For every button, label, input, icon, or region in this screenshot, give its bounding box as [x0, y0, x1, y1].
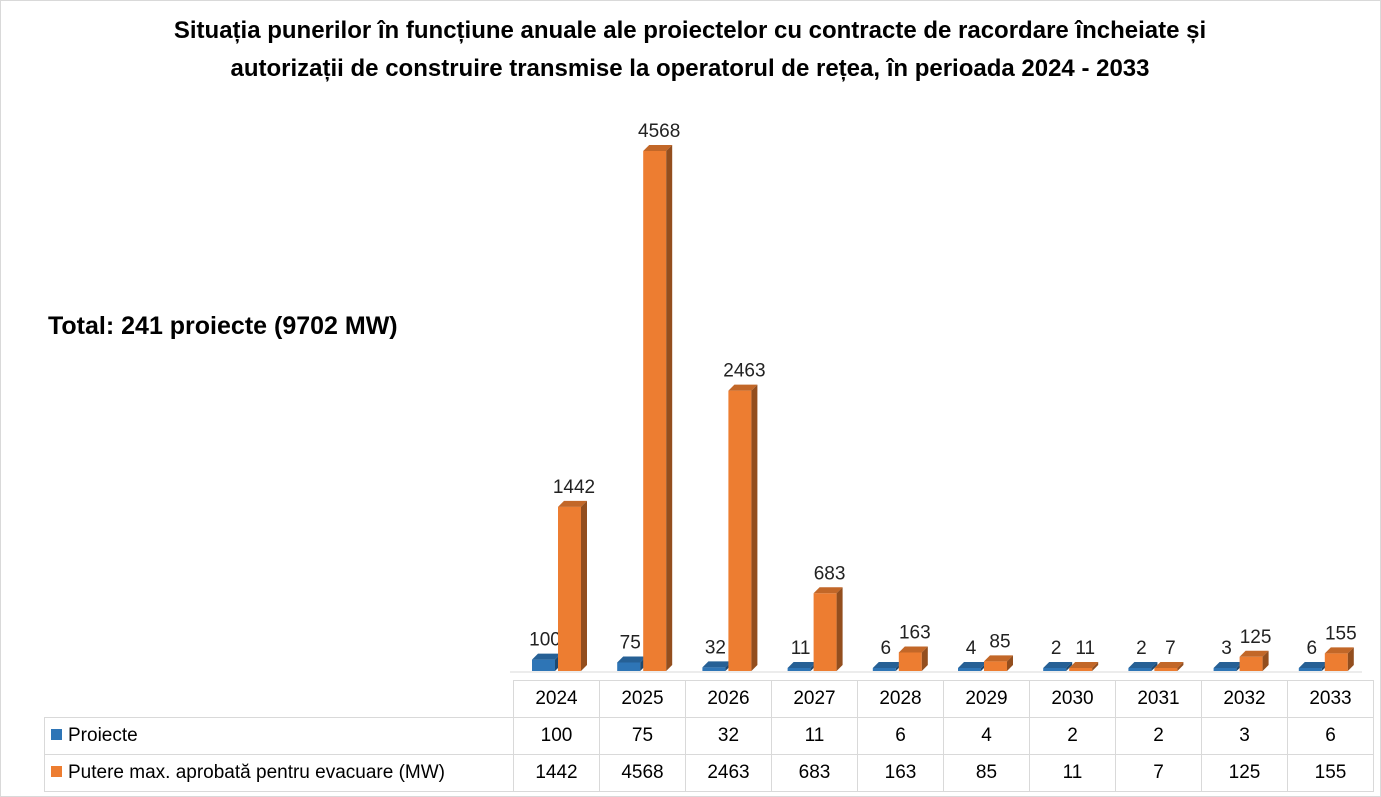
bar-series-1-2033	[1298, 662, 1328, 671]
data-label-series-2-2027: 683	[814, 563, 846, 584]
table-value-series-2-2032: 125	[1201, 754, 1288, 792]
bar-series-2-2024	[558, 500, 587, 671]
data-table-corner	[44, 680, 514, 718]
category-label-2030: 2030	[1029, 680, 1116, 718]
table-value-series-2-2029: 85	[943, 754, 1030, 792]
legend-entry-series-2: Putere max. aprobată pentru evacuare (MW…	[44, 754, 514, 792]
category-label-2028: 2028	[857, 680, 944, 718]
bar-series-1-2024	[532, 653, 561, 671]
data-label-series-2-2032: 125	[1240, 627, 1272, 648]
data-table-row-series-2: Putere max. aprobată pentru evacuare (MW…	[44, 754, 1374, 792]
data-table-header-row: 2024 2025 2026 2027 2028 2029 2030 2031 2032 2033	[44, 680, 1374, 718]
bar-series-2-2025	[643, 145, 673, 671]
data-label-series-1-2032: 3	[1221, 638, 1232, 659]
table-value-series-1-2033: 6	[1287, 717, 1374, 755]
category-label-2025: 2025	[599, 680, 686, 718]
table-value-series-2-2028: 163	[857, 754, 944, 792]
table-value-series-2-2026: 2463	[685, 754, 772, 792]
category-label-2031: 2031	[1115, 680, 1202, 718]
bar-series-2-2031	[1154, 662, 1184, 671]
data-label-series-1-2031: 2	[1136, 638, 1147, 659]
legend-entry-series-1: Proiecte	[44, 717, 514, 755]
bar-series-1-2032	[1213, 662, 1243, 671]
table-value-series-2-2027: 683	[771, 754, 858, 792]
table-value-series-1-2032: 3	[1201, 717, 1288, 755]
data-label-series-2-2033: 155	[1325, 623, 1357, 644]
table-value-series-1-2030: 2	[1029, 717, 1116, 755]
legend-label-series-1: Proiecte	[68, 725, 138, 746]
legend-swatch-series-2	[51, 766, 62, 777]
bar-series-2-2030	[1069, 662, 1099, 671]
legend-swatch-series-1	[51, 729, 62, 740]
total-annotation: Total: 241 proiecte (9702 MW)	[48, 312, 398, 340]
bar-series-2-2027	[813, 587, 843, 671]
table-value-series-1-2027: 11	[771, 717, 858, 755]
bar-series-1-2025	[617, 656, 647, 671]
table-value-series-1-2025: 75	[599, 717, 686, 755]
data-label-series-2-2026: 2463	[723, 361, 765, 382]
category-label-2024: 2024	[513, 680, 600, 718]
table-value-series-2-2030: 11	[1029, 754, 1116, 792]
bar-series-1-2028	[872, 662, 902, 671]
table-value-series-1-2029: 4	[943, 717, 1030, 755]
data-label-series-1-2026: 32	[705, 637, 726, 658]
category-label-2027: 2027	[771, 680, 858, 718]
data-table: 2024 2025 2026 2027 2028 2029 2030 2031 2032 2033…	[44, 680, 1374, 792]
data-label-series-1-2028: 6	[881, 638, 892, 659]
bar-series-2-2029	[984, 655, 1013, 671]
table-value-series-1-2024: 100	[513, 717, 600, 755]
category-label-2029: 2029	[943, 680, 1030, 718]
bar-series-2-2033	[1324, 647, 1354, 671]
table-value-series-2-2025: 4568	[599, 754, 686, 792]
data-label-series-1-2029: 4	[966, 638, 977, 659]
data-label-series-1-2030: 2	[1051, 638, 1062, 659]
bar-series-1-2031	[1128, 662, 1158, 671]
data-label-series-1-2027: 11	[791, 638, 811, 659]
bar-series-2-2032	[1239, 650, 1269, 671]
bar-series-2-2028	[898, 646, 928, 671]
table-value-series-1-2028: 6	[857, 717, 944, 755]
chart-title: Situația punerilor în funcțiune anuale a…	[40, 12, 1340, 88]
data-table-row-series-1: Proiecte 100 75 32 11 6 4 2 2 3 6	[44, 717, 1374, 755]
bar-series-1-2026	[702, 661, 732, 671]
category-label-2032: 2032	[1201, 680, 1288, 718]
table-value-series-2-2031: 7	[1115, 754, 1202, 792]
chart-title-line-2: autorizații de construire transmise la o…	[230, 55, 1150, 82]
legend-label-series-2: Putere max. aprobată pentru evacuare (MW…	[68, 762, 446, 783]
category-label-2026: 2026	[685, 680, 772, 718]
table-value-series-2-2024: 1442	[513, 754, 600, 792]
data-label-series-2-2024: 1442	[553, 477, 595, 498]
bar-series-1-2030	[1043, 662, 1073, 671]
data-label-series-1-2025: 75	[620, 632, 641, 653]
table-value-series-1-2031: 2	[1115, 717, 1202, 755]
bar-series-2-2026	[728, 384, 758, 671]
category-label-2033: 2033	[1287, 680, 1374, 718]
data-label-series-2-2025: 4568	[638, 121, 680, 142]
data-label-series-2-2031: 7	[1165, 638, 1176, 659]
bar-series-1-2027	[787, 662, 817, 671]
data-label-series-1-2033: 6	[1307, 638, 1318, 659]
chart-title-line-1: Situația punerilor în funcțiune anuale a…	[173, 17, 1207, 44]
table-value-series-2-2033: 155	[1287, 754, 1374, 792]
data-label-series-2-2030: 11	[1075, 638, 1095, 659]
data-label-series-2-2028: 163	[899, 622, 931, 643]
bar-series-1-2029	[958, 662, 987, 671]
data-label-series-2-2029: 85	[989, 631, 1010, 652]
data-label-series-1-2024: 100	[529, 630, 561, 651]
table-value-series-1-2026: 32	[685, 717, 772, 755]
